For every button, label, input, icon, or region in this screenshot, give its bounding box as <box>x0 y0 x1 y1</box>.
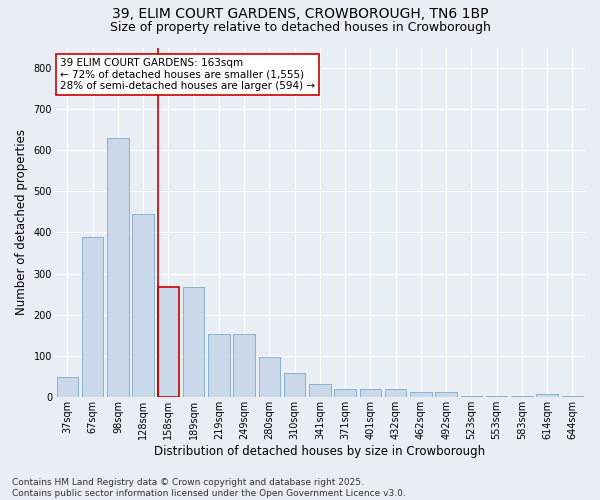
Bar <box>183 286 205 397</box>
Bar <box>233 334 255 397</box>
Bar <box>359 390 381 397</box>
Bar <box>158 286 179 397</box>
Bar <box>284 374 305 397</box>
X-axis label: Distribution of detached houses by size in Crowborough: Distribution of detached houses by size … <box>154 444 485 458</box>
Bar <box>208 334 230 397</box>
Bar <box>410 392 431 397</box>
Y-axis label: Number of detached properties: Number of detached properties <box>15 129 28 315</box>
Bar <box>133 214 154 397</box>
Bar <box>385 390 406 397</box>
Bar <box>107 138 128 397</box>
Text: Size of property relative to detached houses in Crowborough: Size of property relative to detached ho… <box>110 21 490 34</box>
Bar <box>82 236 103 397</box>
Bar <box>259 357 280 397</box>
Bar <box>334 390 356 397</box>
Text: 39, ELIM COURT GARDENS, CROWBOROUGH, TN6 1BP: 39, ELIM COURT GARDENS, CROWBOROUGH, TN6… <box>112 8 488 22</box>
Bar <box>57 378 78 397</box>
Text: Contains HM Land Registry data © Crown copyright and database right 2025.
Contai: Contains HM Land Registry data © Crown c… <box>12 478 406 498</box>
Bar <box>536 394 558 397</box>
Bar <box>309 384 331 397</box>
Bar <box>436 392 457 397</box>
Text: 39 ELIM COURT GARDENS: 163sqm
← 72% of detached houses are smaller (1,555)
28% o: 39 ELIM COURT GARDENS: 163sqm ← 72% of d… <box>60 58 315 91</box>
